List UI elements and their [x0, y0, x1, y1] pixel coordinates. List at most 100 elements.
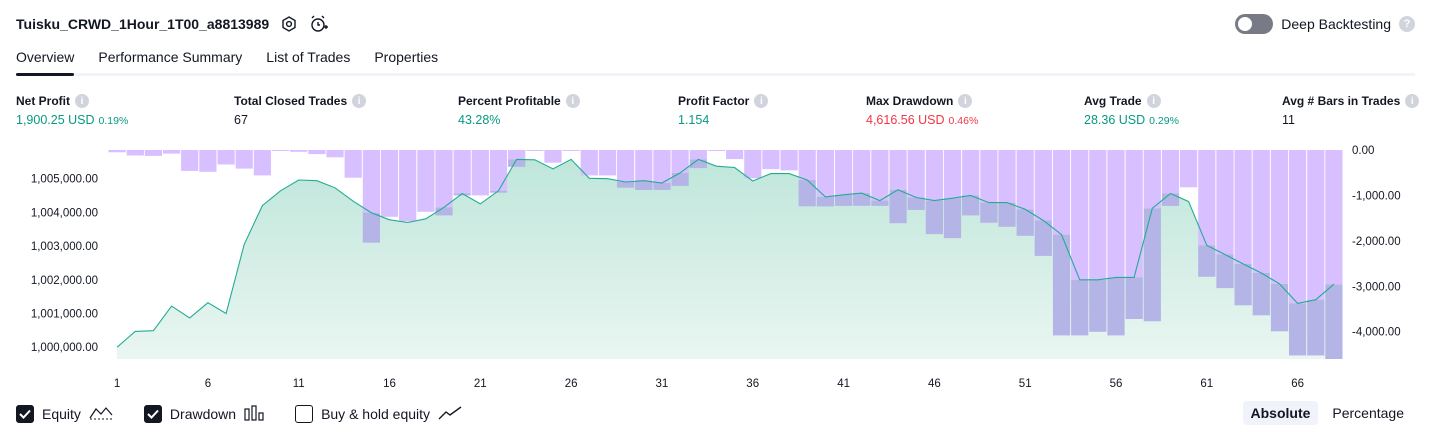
metric-total-closed-trades: Total Closed Trades i 67 — [234, 93, 367, 127]
drawdown-bar — [1198, 150, 1216, 277]
info-icon[interactable]: i — [352, 94, 367, 108]
drawdown-bar — [617, 150, 635, 188]
y-left-tick-label: 1,003,000.00 — [31, 241, 98, 253]
metric-value: 1.154 — [678, 113, 710, 127]
drawdown-bar — [471, 150, 489, 196]
drawdown-bar — [1161, 150, 1180, 206]
info-icon[interactable]: i — [1405, 94, 1420, 108]
equity-drawdown-chart[interactable]: 1,000,000.00 1,001,000.00 1,002,000.00 1,00… — [0, 140, 1431, 395]
metric-label: Percent Profitable — [458, 94, 561, 108]
drawdown-bar — [871, 150, 889, 206]
equity-checkbox[interactable] — [16, 405, 34, 423]
info-icon[interactable]: i — [75, 94, 89, 108]
drawdown-bar — [1234, 150, 1252, 306]
y-left-tick-label: 1,001,000.00 — [31, 309, 98, 321]
drawdown-bar — [399, 150, 417, 222]
buy-hold-line-icon — [438, 405, 462, 424]
drawdown-bar — [835, 150, 853, 206]
x-tick-label: 56 — [1110, 378, 1123, 390]
y-left-tick-label: 1,002,000.00 — [31, 275, 98, 287]
drawdown-bar — [726, 150, 744, 160]
info-icon[interactable]: i — [1146, 94, 1161, 108]
drawdown-bar — [1107, 150, 1125, 336]
info-icon[interactable]: i — [565, 94, 580, 108]
tab-properties[interactable]: Properties — [374, 49, 439, 65]
drawdown-bar — [1071, 150, 1089, 336]
drawdown-bar — [326, 150, 344, 158]
drawdown-bar — [1252, 150, 1270, 316]
y-left-tick-label: 1,004,000.00 — [31, 207, 98, 219]
report-tabs: Overview Performance Summary List of Tra… — [16, 46, 1415, 76]
drawdown-bar — [598, 150, 617, 176]
tab-list-of-trades[interactable]: List of Trades — [266, 49, 351, 65]
metric-label: Avg Trade — [1084, 94, 1142, 108]
info-icon[interactable]: i — [754, 94, 769, 108]
deep-backtesting-control: Deep Backtesting ? — [1235, 13, 1415, 35]
metric-value: 67 — [234, 113, 248, 127]
drawdown-bar — [943, 150, 962, 239]
x-tick-label: 16 — [383, 378, 396, 390]
buy-hold-checkbox[interactable] — [295, 405, 314, 423]
metric-value: 1,900.25 USD — [16, 113, 95, 127]
equity-line-icon — [89, 405, 113, 424]
absolute-button[interactable]: Absolute — [1242, 401, 1319, 425]
metric-net-profit: Net Profit i 1,900.25 USD 0.19% — [16, 93, 128, 127]
tab-performance-summary[interactable]: Performance Summary — [98, 49, 243, 65]
drawdown-bar — [362, 150, 380, 243]
metric-max-drawdown: Max Drawdown i 4,616.56 USD 0.46% — [866, 93, 978, 127]
deep-backtesting-label: Deep Backtesting — [1281, 16, 1391, 32]
drawdown-bar — [435, 150, 453, 216]
drawdown-bar — [508, 150, 526, 167]
drawdown-bar — [1125, 150, 1143, 319]
y-right-tick-label: 0.00 — [1352, 145, 1374, 157]
x-tick-label: 46 — [928, 378, 941, 390]
drawdown-bar — [1052, 150, 1071, 336]
drawdown-bar — [1216, 150, 1234, 289]
legend-buy-hold[interactable]: Buy & hold equity — [295, 405, 462, 424]
equity-line — [116, 158, 1335, 348]
equity-area — [117, 159, 1334, 359]
y-right-tick-label: -1,000.00 — [1352, 190, 1401, 202]
drawdown-bar — [635, 150, 653, 190]
drawdown-bar — [744, 150, 762, 179]
drawdown-bar — [489, 150, 508, 193]
metric-value: 43.28% — [458, 113, 501, 127]
drawdown-bar — [998, 150, 1016, 227]
tab-overview[interactable]: Overview — [16, 46, 75, 76]
metric-value: 28.36 USD — [1084, 113, 1146, 127]
add-alert-clock-icon[interactable] — [309, 14, 329, 34]
strategy-title-row: Tuisku_CRWD_1Hour_1T00_a8813989 — [16, 13, 329, 35]
info-icon[interactable]: i — [958, 94, 973, 108]
drawdown-bar — [1289, 150, 1307, 356]
metric-avg-bars: Avg # Bars in Trades i 11 — [1282, 93, 1420, 127]
x-tick-label: 31 — [656, 378, 669, 390]
deep-backtesting-toggle[interactable] — [1235, 14, 1274, 34]
legend-equity[interactable]: Equity — [16, 405, 113, 424]
drawdown-bars-icon — [244, 404, 264, 424]
x-tick-label: 51 — [1019, 378, 1032, 390]
metric-label: Total Closed Trades — [234, 94, 348, 108]
drawdown-bar — [689, 150, 707, 169]
drawdown-bar — [417, 150, 435, 212]
drawdown-bar — [290, 150, 308, 152]
drawdown-bar — [163, 150, 181, 154]
help-question-icon[interactable]: ? — [1399, 16, 1415, 32]
y-right-tick-label: -3,000.00 — [1352, 281, 1401, 293]
chart-legend: Equity Drawdown Buy & hold equity — [16, 403, 493, 425]
percentage-button[interactable]: Percentage — [1332, 405, 1404, 421]
strategy-name: Tuisku_CRWD_1Hour_1T00_a8813989 — [16, 16, 270, 32]
drawdown-bar — [653, 150, 671, 190]
legend-drawdown[interactable]: Drawdown — [143, 404, 264, 424]
settings-gear-icon[interactable] — [279, 14, 299, 34]
metric-label: Profit Factor — [678, 94, 750, 108]
legend-drawdown-label: Drawdown — [169, 406, 237, 422]
drawdown-bar — [1143, 150, 1161, 322]
y-left-tick-label: 1,005,000.00 — [31, 174, 98, 186]
drawdown-bar — [853, 150, 871, 206]
drawdown-bar — [544, 150, 562, 163]
drawdown-checkbox[interactable] — [143, 405, 162, 423]
x-tick-label: 21 — [474, 378, 487, 390]
x-tick-label: 26 — [565, 378, 578, 390]
drawdown-bar — [453, 150, 471, 196]
drawdown-bar — [707, 150, 725, 151]
